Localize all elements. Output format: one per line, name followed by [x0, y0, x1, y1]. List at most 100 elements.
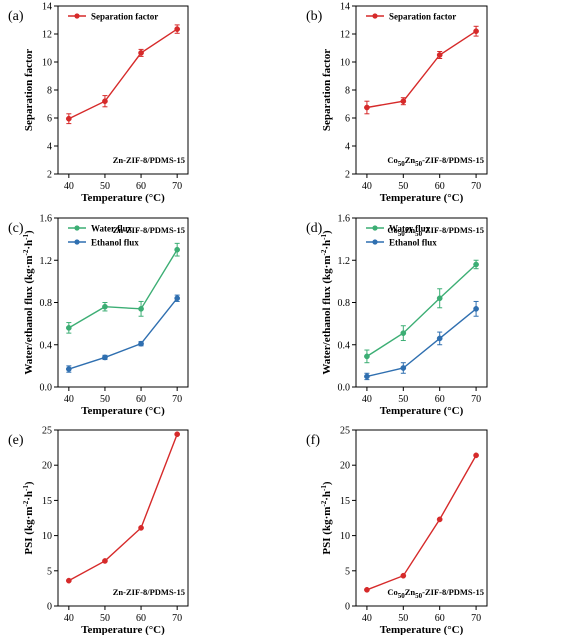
x-tick-label: 60	[435, 394, 445, 405]
y-tick-label: 20	[42, 461, 52, 472]
panel-label: (e)	[8, 433, 24, 448]
data-point	[138, 305, 144, 312]
y-tick-label: 0.0	[338, 383, 351, 394]
x-tick-label: 40	[64, 613, 74, 624]
legend-marker	[74, 225, 80, 231]
data-point	[364, 353, 370, 360]
data-point	[436, 335, 443, 342]
y-tick-label: 15	[42, 496, 52, 507]
y-tick-label: 12	[340, 30, 350, 41]
y-axis-label: Separation factor	[23, 49, 35, 131]
series-line	[366, 308, 477, 378]
x-tick-label: 70	[471, 613, 481, 624]
chart-panel-e: 0 5 10 15 20 25 40 50 60 70 Temperature (°C) PSI (k…	[8, 426, 189, 635]
legend-marker	[372, 13, 378, 19]
panel-label: (f)	[306, 433, 320, 448]
series-1	[364, 452, 479, 593]
y-tick-label: 0.8	[40, 298, 53, 309]
x-tick-label: 70	[471, 181, 481, 192]
data-point	[174, 295, 181, 302]
y-tick-label: 10	[42, 531, 52, 542]
data-point	[65, 115, 72, 122]
series-2	[364, 300, 479, 381]
data-point	[400, 572, 407, 579]
y-tick-label: 2	[47, 170, 52, 181]
data-point	[400, 365, 407, 371]
data-point	[138, 340, 144, 347]
y-tick-label: 0	[47, 602, 52, 613]
series-line	[366, 454, 477, 591]
y-tick-label: 5	[47, 566, 52, 577]
legend-entry: Ethanol flux	[68, 238, 139, 248]
y-tick-label: 8	[47, 86, 52, 97]
y-tick-label: 6	[345, 114, 350, 125]
sample-annotation: Co50Zn50-ZIF-8/PDMS-15	[387, 587, 484, 600]
x-tick-label: 40	[64, 181, 74, 192]
x-axis-label: Temperature (°C)	[380, 405, 464, 417]
data-point	[473, 28, 479, 35]
plot-frame	[57, 429, 189, 607]
x-tick-label: 40	[362, 181, 372, 192]
y-tick-label: 20	[340, 461, 350, 472]
x-tick-label: 70	[471, 394, 481, 405]
data-point	[174, 26, 181, 32]
y-axis-label: Water/ethanol flux (kg·m-2·h-1)	[320, 230, 333, 375]
x-axis-label: Temperature (°C)	[81, 624, 165, 635]
legend-marker	[74, 13, 80, 19]
y-tick-label: 8	[345, 86, 350, 97]
x-tick-label: 50	[100, 394, 110, 405]
series-line	[68, 28, 178, 120]
y-axis-label: Separation factor	[321, 49, 333, 131]
legend-entry: Separation factor	[68, 12, 158, 22]
data-point	[102, 558, 108, 564]
series-1	[65, 242, 181, 334]
legend-label: Separation factor	[91, 12, 158, 22]
data-point	[400, 330, 407, 336]
series-line	[68, 249, 178, 329]
data-point	[436, 516, 443, 523]
legend-entry: Ethanol flux	[366, 238, 437, 248]
y-tick-label: 14	[340, 2, 350, 13]
x-tick-label: 60	[136, 613, 146, 624]
y-tick-label: 15	[340, 496, 350, 507]
y-tick-label: 4	[47, 142, 52, 153]
x-axis-label: Temperature (°C)	[380, 624, 464, 635]
y-tick-label: 4	[345, 142, 350, 153]
x-axis-label: Temperature (°C)	[81, 405, 165, 417]
x-tick-label: 50	[398, 613, 408, 624]
series-1	[65, 431, 181, 584]
legend-label: Separation factor	[389, 12, 456, 22]
x-axis-label: Temperature (°C)	[81, 192, 165, 204]
data-point	[138, 50, 144, 56]
series-line	[68, 433, 178, 582]
legend-label: Water flux	[91, 224, 133, 234]
x-tick-label: 40	[362, 394, 372, 405]
x-tick-label: 70	[172, 181, 182, 192]
legend-entry: Water flux	[68, 224, 133, 234]
series-2	[65, 294, 181, 373]
y-tick-label: 0.4	[40, 340, 53, 351]
data-point	[65, 577, 72, 584]
x-tick-label: 50	[100, 613, 110, 624]
data-point	[102, 98, 108, 105]
x-tick-label: 70	[172, 613, 182, 624]
legend-marker	[74, 239, 80, 245]
x-tick-label: 50	[398, 394, 408, 405]
data-point	[364, 586, 370, 593]
y-tick-label: 5	[345, 566, 350, 577]
y-tick-label: 12	[42, 30, 52, 41]
y-tick-label: 1.2	[338, 256, 351, 267]
y-axis-label: PSI (kg·m-2·h-1)	[320, 481, 333, 554]
chart-panel-c: 0.0 0.4 0.8 1.2 1.6 40 50 60 70 Temperature (°C) W…	[8, 214, 189, 417]
legend-marker	[372, 239, 378, 245]
data-point	[174, 246, 181, 253]
panel-label: (d)	[306, 221, 323, 236]
sample-annotation: Zn-ZIF-8/PDMS-15	[113, 587, 185, 597]
legend-label: Water flux	[389, 224, 431, 234]
sample-annotation: Co50Zn50-ZIF-8/PDMS-15	[387, 225, 484, 238]
legend-label: Ethanol flux	[91, 238, 139, 248]
legend-entry: Water flux	[366, 224, 431, 234]
x-tick-label: 60	[435, 181, 445, 192]
y-tick-label: 0.8	[338, 298, 351, 309]
x-tick-label: 60	[435, 613, 445, 624]
